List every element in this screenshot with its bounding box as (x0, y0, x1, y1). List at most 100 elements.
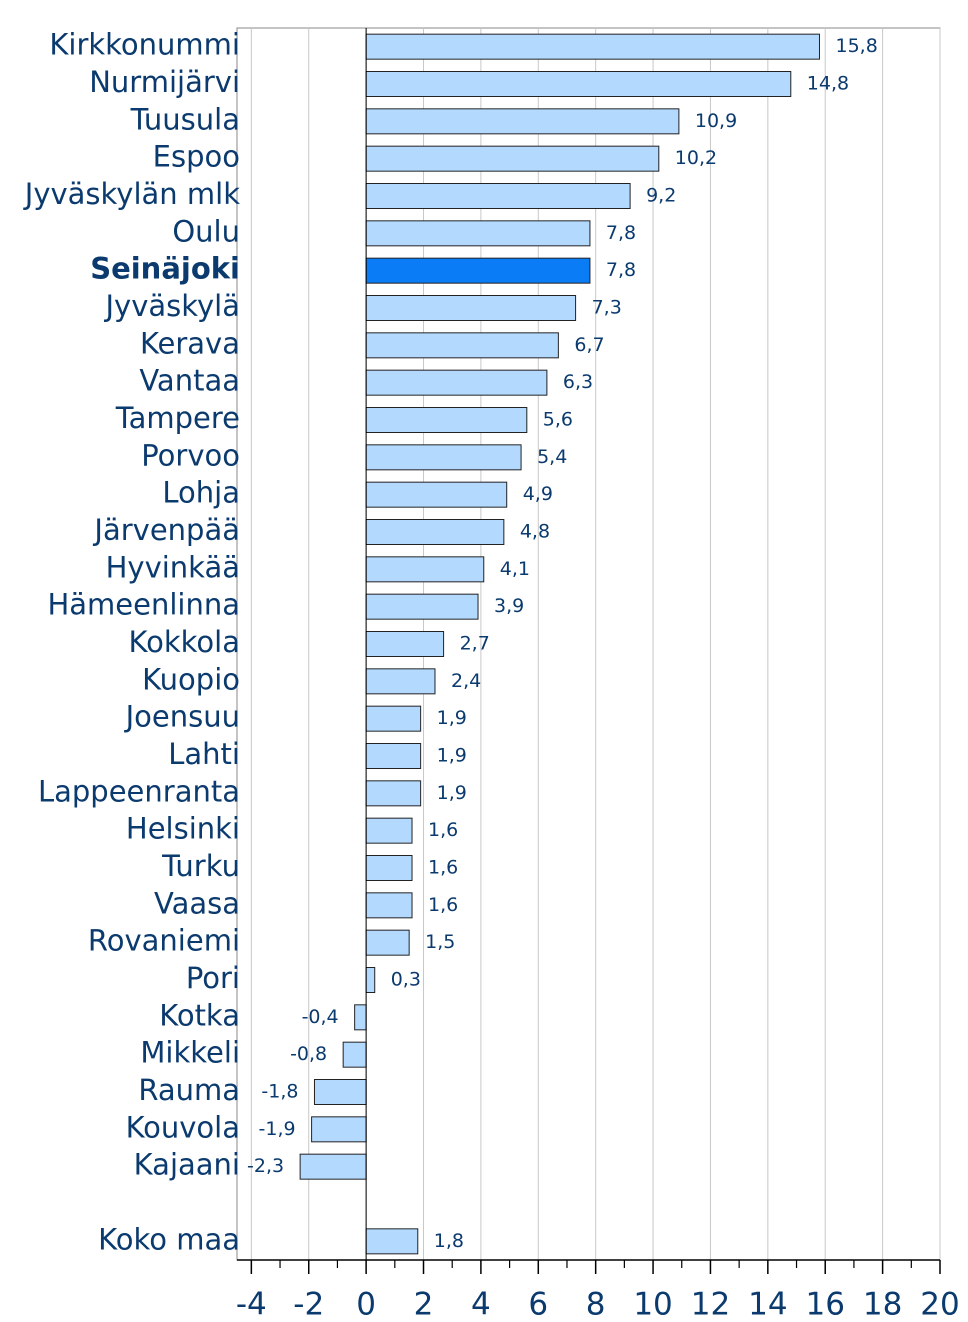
category-label: Porvoo (141, 438, 240, 472)
category-label: Jyväskylä (103, 289, 240, 323)
category-label: Lahti (168, 737, 240, 771)
value-label: 6,3 (563, 371, 593, 393)
x-tick-label: 6 (528, 1287, 548, 1322)
x-tick-label: 4 (471, 1287, 491, 1322)
value-label: 4,9 (523, 483, 553, 505)
bar (365, 145, 660, 172)
value-label: -1,8 (261, 1081, 298, 1103)
bar (365, 519, 505, 545)
value-label: 14,8 (807, 73, 849, 95)
bar (365, 1228, 419, 1255)
bar (365, 108, 680, 135)
category-label: Koko maa (98, 1222, 240, 1256)
value-label: 1,6 (428, 857, 458, 879)
value-label: 10,9 (695, 110, 737, 132)
x-tick-label: 18 (863, 1287, 902, 1322)
value-label: 2,4 (451, 670, 481, 692)
value-label: 7,8 (606, 259, 636, 281)
category-label: Tuusula (130, 102, 240, 136)
category-label: Järvenpää (92, 513, 240, 547)
value-label: 5,4 (537, 446, 567, 468)
category-label: Turku (161, 849, 240, 883)
category-label: Kuopio (142, 662, 240, 696)
bar (365, 556, 485, 583)
bar (365, 892, 413, 919)
bar (365, 780, 422, 807)
category-label: Espoo (153, 140, 240, 174)
bar (365, 257, 591, 284)
value-label: 15,8 (835, 35, 877, 57)
value-label: 5,6 (543, 409, 573, 431)
x-tick-label: 2 (414, 1287, 434, 1322)
x-tick-label: -4 (236, 1287, 267, 1322)
value-label: -0,8 (290, 1043, 327, 1065)
plot-area (236, 27, 941, 1261)
bar (365, 705, 422, 732)
bar (365, 71, 792, 97)
bar (365, 743, 422, 769)
category-label: Kajaani (134, 1148, 240, 1182)
bar (299, 1153, 367, 1180)
value-label: 3,9 (494, 595, 524, 617)
x-tick-label: 20 (920, 1287, 959, 1322)
bar (365, 967, 376, 993)
category-label: Lohja (162, 476, 240, 510)
bar (365, 631, 445, 657)
value-label: 1,6 (428, 819, 458, 841)
x-tick-label: 0 (356, 1287, 376, 1322)
category-label: Kotka (159, 998, 240, 1032)
bar (365, 817, 413, 844)
bar (311, 1116, 367, 1143)
category-label: Jyväskylän mlk (23, 177, 240, 211)
value-label: 7,8 (606, 222, 636, 244)
value-label: 1,6 (428, 894, 458, 916)
value-label: 1,9 (437, 782, 467, 804)
category-label: Rauma (138, 1073, 240, 1107)
category-label: Lappeenranta (38, 774, 240, 808)
value-label: 1,9 (437, 707, 467, 729)
x-tick-label: 10 (633, 1287, 672, 1322)
bar (365, 855, 413, 881)
value-label: -2,3 (247, 1155, 284, 1177)
value-label: 7,3 (592, 297, 622, 319)
category-label: Kirkkonummi (49, 28, 240, 62)
value-label: 4,1 (500, 558, 530, 580)
category-label: Tampere (115, 401, 240, 435)
bar (342, 1041, 367, 1068)
category-label: Pori (186, 961, 240, 995)
bar (365, 220, 591, 247)
x-tick-label: 12 (691, 1287, 730, 1322)
value-label: 1,5 (425, 931, 455, 953)
bar (365, 369, 548, 396)
category-label: Joensuu (124, 700, 240, 734)
bar (365, 481, 508, 508)
bar (313, 1079, 367, 1105)
value-label: -1,9 (259, 1118, 296, 1140)
category-label: Vantaa (139, 364, 240, 398)
bar (365, 593, 479, 620)
value-label: 1,8 (434, 1230, 464, 1252)
value-label: -0,4 (302, 1006, 339, 1028)
bar (365, 929, 410, 956)
x-tick-label: -2 (293, 1287, 324, 1322)
bar (365, 407, 528, 433)
category-label: Hyvinkää (106, 550, 240, 584)
value-label: 2,7 (460, 633, 490, 655)
bar (365, 668, 436, 695)
bar (365, 183, 631, 209)
bar (365, 33, 820, 60)
category-label: Oulu (172, 214, 240, 248)
value-label: 0,3 (391, 969, 421, 991)
category-label: Seinäjoki (90, 252, 240, 286)
category-label: Kerava (140, 326, 240, 360)
value-label: 1,9 (437, 745, 467, 767)
value-label: 6,7 (574, 334, 604, 356)
bar (365, 295, 577, 321)
category-label: Helsinki (126, 812, 240, 846)
category-label: Nurmijärvi (89, 65, 240, 99)
x-tick-label: 8 (586, 1287, 606, 1322)
category-label: Vaasa (154, 886, 240, 920)
category-label: Rovaniemi (88, 924, 240, 958)
bar (354, 1004, 367, 1031)
category-label: Kouvola (126, 1110, 240, 1144)
